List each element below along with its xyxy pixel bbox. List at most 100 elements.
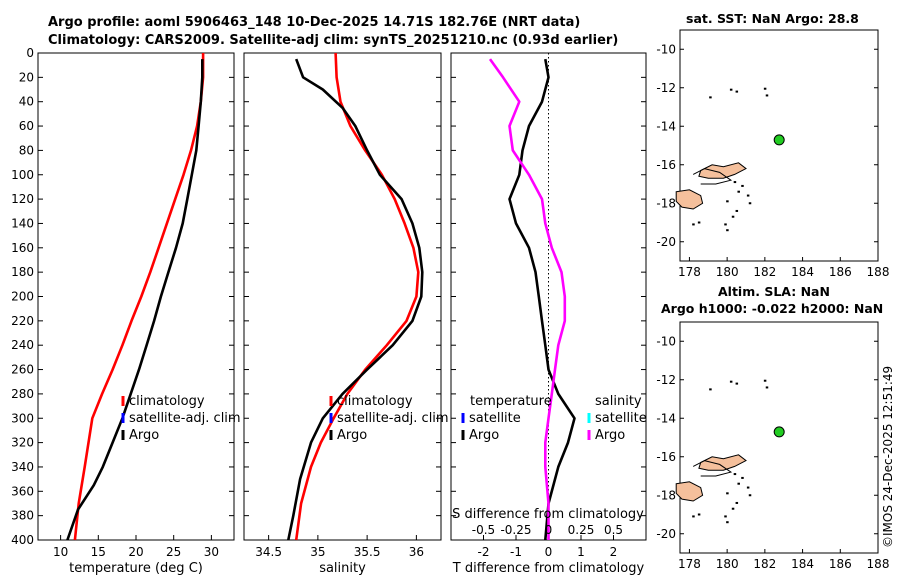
sla-reef-outline [692, 460, 733, 477]
sst-islet [726, 229, 729, 232]
sst-island-vanua-levu [698, 162, 747, 179]
difference-legend-s-title: salinity [595, 394, 642, 409]
difference-s-tick-label: -0.5 [472, 523, 495, 537]
sst-islet [765, 94, 769, 97]
temperature-ytick-label: 120 [11, 192, 34, 206]
temperature-legend-satellite-label: satellite-adj. clim [129, 411, 241, 426]
sst-map-xtick-label: 184 [791, 265, 814, 279]
sla-islet [746, 486, 750, 489]
sst-islet [729, 88, 733, 91]
temperature-xlabel: temperature (deg C) [69, 561, 203, 576]
salinity-climatology-line [294, 52, 420, 541]
sla-map-ytick-label: -16 [656, 450, 676, 464]
difference-legend-s-satellite-label: satellite [595, 411, 647, 426]
difference-xtick-label: 1 [577, 545, 585, 559]
difference-s-tick-label: 0 [545, 523, 553, 537]
sst-map-ytick-label: -10 [656, 42, 676, 56]
temperature-climatology-line [73, 53, 205, 541]
difference-s-tick-label: 0.25 [568, 523, 595, 537]
difference-s-diff-argo-line [488, 58, 567, 540]
sla-map-xtick-label: 180 [716, 557, 739, 571]
salinity-xtick-label: 34.5 [255, 545, 282, 559]
sla-islet [729, 380, 733, 383]
sla-map-ytick-label: -10 [656, 334, 676, 348]
sla-islet [763, 379, 767, 382]
sst-reef-outline [692, 168, 733, 185]
sst-map-ytick-label: -18 [656, 196, 676, 210]
temperature-xtick-label: 25 [166, 545, 181, 559]
temperature-ytick-label: 240 [11, 338, 34, 352]
temperature-ytick-label: 80 [19, 143, 34, 157]
sla-map-frame [679, 321, 879, 554]
sst-islet [763, 87, 767, 90]
sla-map-ytick-label: -20 [656, 527, 676, 541]
temperature-axes-frame [37, 52, 235, 541]
temperature-ytick-label: 60 [19, 119, 34, 133]
sst-islet [697, 221, 701, 224]
sst-islet [735, 209, 739, 212]
salinity-legend-argo-label: Argo [337, 428, 367, 443]
temperature-xtick-label: 10 [53, 545, 68, 559]
temperature-ytick-label: 300 [11, 411, 34, 425]
difference-legend-t-title: temperature [470, 394, 552, 409]
sla-islet [735, 382, 739, 385]
difference-legend-t-argo-label: Argo [469, 428, 499, 443]
temperature-ytick-label: 220 [11, 314, 34, 328]
difference-xtick-label: -2 [478, 545, 490, 559]
salinity-argo-line [287, 58, 424, 541]
sla-islet [765, 386, 769, 389]
sst-map-xtick-label: 178 [678, 265, 701, 279]
salinity-xtick-label: 36 [409, 545, 424, 559]
temperature-xtick-label: 20 [128, 545, 143, 559]
temperature-argo-line [66, 59, 204, 541]
sst-islet [746, 194, 750, 197]
temperature-ytick-label: 180 [11, 265, 34, 279]
temperature-ytick-label: 340 [11, 460, 34, 474]
sst-map-frame [679, 29, 879, 262]
sst-islet [733, 181, 737, 184]
difference-xtick-label: -1 [510, 545, 522, 559]
sla-map-xtick-label: 188 [867, 557, 890, 571]
temperature-ytick-label: 20 [19, 70, 34, 84]
temperature-ytick-label: 160 [11, 241, 34, 255]
sla-map-xtick-label: 178 [678, 557, 701, 571]
sla-map-ytick-label: -12 [656, 373, 676, 387]
sst-islet [731, 215, 735, 218]
figure-title-line1: Argo profile: aoml 5906463_148 10-Dec-20… [48, 15, 581, 30]
salinity-xlabel: salinity [319, 561, 366, 576]
sla-islet [735, 501, 739, 504]
temperature-ytick-label: 280 [11, 387, 34, 401]
sla-map-ytick-label: -18 [656, 488, 676, 502]
sst-islet [741, 184, 744, 187]
sla-map-xtick-label: 184 [791, 557, 814, 571]
temperature-legend-climatology-label: climatology [129, 394, 205, 409]
sla-islet [731, 507, 735, 510]
difference-s-tick-label: -0.25 [500, 523, 531, 537]
salinity-xtick-label: 35.5 [354, 545, 381, 559]
temperature-ytick-label: 200 [11, 290, 34, 304]
sla-islet [741, 476, 744, 479]
temperature-ytick-label: 320 [11, 436, 34, 450]
sst-islet [709, 96, 712, 99]
sla-islet [697, 513, 701, 516]
sst-map-ytick-label: -16 [656, 158, 676, 172]
salinity-axes-frame [243, 52, 442, 541]
sst-argo-marker [773, 134, 785, 146]
sst-islet [748, 202, 752, 205]
sst-islet [737, 190, 740, 193]
sst-map-title: sat. SST: NaN Argo: 28.8 [686, 11, 859, 26]
sla-map-title-line2: Argo h1000: -0.022 h2000: NaN [661, 301, 884, 316]
temperature-ytick-label: 400 [11, 533, 34, 547]
sla-island-viti-levu [675, 481, 704, 502]
sla-islet [737, 482, 740, 485]
sla-islet [724, 515, 727, 518]
sst-map-xtick-label: 188 [867, 265, 890, 279]
salinity-legend-climatology-label: climatology [337, 394, 413, 409]
sla-islet [692, 515, 695, 518]
sst-map-ytick-label: -20 [656, 235, 676, 249]
temperature-xtick-label: 15 [91, 545, 106, 559]
temperature-ytick-label: 40 [19, 95, 34, 109]
figure-title-line2: Climatology: CARS2009. Satellite-adj cli… [48, 33, 619, 48]
difference-xtick-label: 0 [545, 545, 553, 559]
